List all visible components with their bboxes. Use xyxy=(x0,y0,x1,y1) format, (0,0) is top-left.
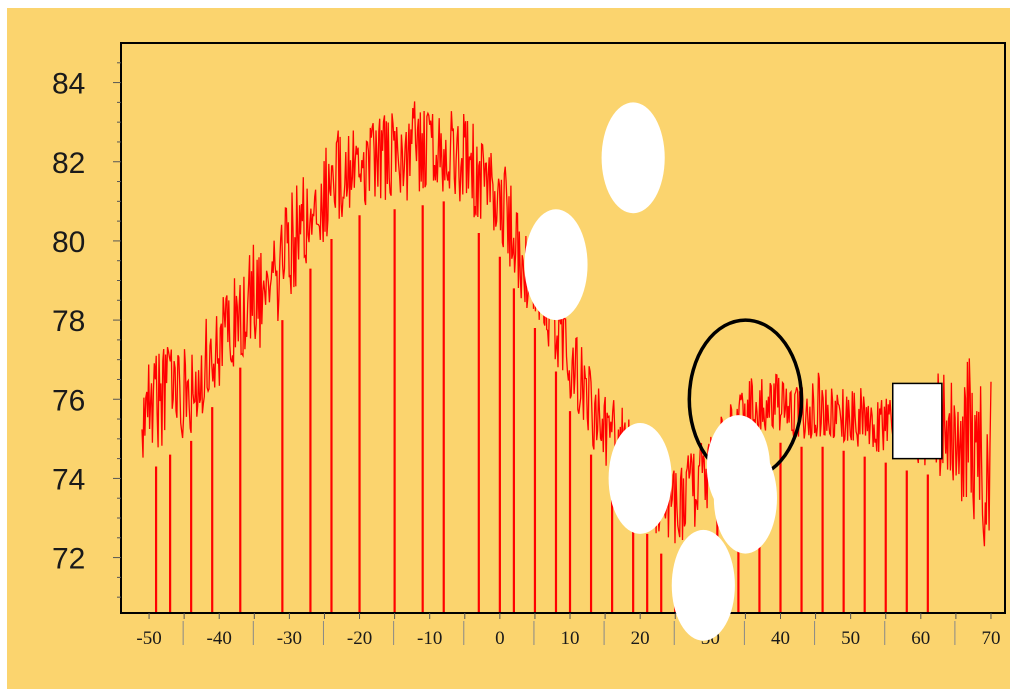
x-tick-label: -30 xyxy=(277,628,302,649)
x-tick-label: -40 xyxy=(207,628,232,649)
y-tick-label: 72 xyxy=(52,543,85,576)
x-tick-label: -50 xyxy=(136,628,161,649)
occluder-ellipse xyxy=(608,423,672,534)
y-tick-label: 74 xyxy=(52,463,85,496)
y-axis: 72 74 76 78 80 82 84 xyxy=(52,62,121,598)
x-tick-label: -20 xyxy=(347,628,372,649)
y-tick-label: 76 xyxy=(52,384,85,417)
occluder-ellipse xyxy=(524,209,588,321)
x-tick-label: 70 xyxy=(981,628,1000,649)
x-tick-label: 60 xyxy=(911,628,930,649)
x-tick-label: 10 xyxy=(561,628,580,649)
y-tick-label: 84 xyxy=(52,68,85,101)
y-tick-label: 80 xyxy=(52,226,85,259)
occluder-ellipse xyxy=(713,442,777,554)
series-line xyxy=(141,101,992,547)
annotation-layer xyxy=(524,102,943,641)
series-layer xyxy=(141,101,992,613)
y-tick-label: 82 xyxy=(52,147,85,180)
occluder-rectangle xyxy=(891,382,943,460)
x-tick-label: 40 xyxy=(771,628,790,649)
occluder-ellipse xyxy=(671,529,735,641)
plot-frame xyxy=(120,42,1006,614)
x-tick-label: 20 xyxy=(631,628,650,649)
x-tick-label: 0 xyxy=(495,628,505,649)
figure-background xyxy=(7,8,1010,689)
x-tick-label: 50 xyxy=(841,628,860,649)
x-tick-label: -10 xyxy=(417,628,442,649)
y-tick-label: 78 xyxy=(52,305,85,338)
occluder-ellipse xyxy=(601,102,665,214)
